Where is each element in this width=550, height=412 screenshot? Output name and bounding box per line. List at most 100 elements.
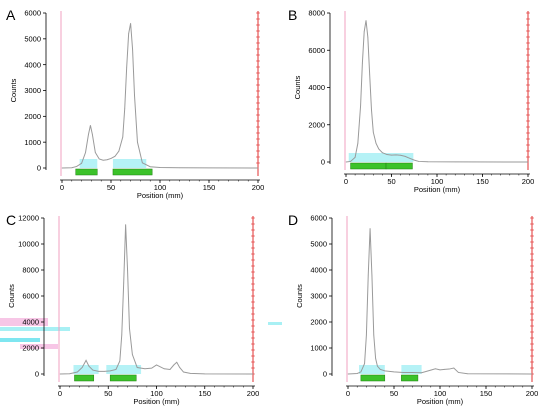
data-point-a-9 bbox=[98, 158, 100, 160]
data-point-d-0 bbox=[347, 373, 349, 375]
data-point-b-20 bbox=[409, 157, 411, 159]
y-tick-label-b-3: 6000 bbox=[308, 46, 325, 55]
data-point-a-4 bbox=[85, 152, 86, 153]
y-tick-label-c-4: 8000 bbox=[22, 266, 39, 275]
data-point-c-23 bbox=[169, 369, 171, 370]
data-point-d-15 bbox=[412, 372, 413, 373]
data-point-a-28 bbox=[257, 167, 259, 169]
data-point-c-1 bbox=[69, 373, 71, 375]
data-point-a-24 bbox=[149, 166, 151, 168]
x-tick-label-a-1: 50 bbox=[107, 183, 115, 192]
data-point-c-26 bbox=[179, 367, 181, 368]
y-tick-label-d-1: 1000 bbox=[310, 344, 327, 353]
baseline-region-b-0 bbox=[348, 153, 414, 162]
data-point-d-2 bbox=[360, 371, 362, 373]
data-point-c-14 bbox=[125, 224, 127, 225]
data-point-c-13 bbox=[123, 282, 125, 284]
baseline-region-a-1 bbox=[112, 159, 147, 168]
data-point-a-20 bbox=[132, 48, 133, 50]
y-tick-label-d-3: 3000 bbox=[310, 292, 327, 301]
x-tick-label-a-4: 200 bbox=[252, 183, 265, 192]
data-point-b-6 bbox=[363, 31, 365, 33]
data-point-b-21 bbox=[413, 159, 415, 161]
data-point-b-25 bbox=[527, 161, 529, 163]
x-tick-label-d-1: 50 bbox=[390, 389, 398, 398]
x-tick-label-a-3: 150 bbox=[203, 183, 216, 192]
data-point-c-4 bbox=[85, 359, 87, 361]
data-point-a-21 bbox=[134, 95, 135, 97]
data-point-c-17 bbox=[131, 354, 133, 355]
data-point-a-22 bbox=[137, 141, 138, 143]
data-point-b-8 bbox=[367, 36, 369, 38]
data-point-a-0 bbox=[61, 167, 63, 169]
data-point-a-17 bbox=[126, 66, 128, 68]
data-point-d-19 bbox=[439, 369, 441, 371]
green-bar-a-1 bbox=[112, 168, 153, 176]
data-point-b-11 bbox=[372, 131, 374, 133]
green-bar-b-1 bbox=[385, 162, 413, 170]
data-point-b-23 bbox=[427, 161, 429, 163]
data-point-a-5 bbox=[88, 134, 89, 135]
baseline-region-c-1 bbox=[106, 365, 142, 374]
green-bar-c-1 bbox=[109, 374, 137, 382]
x-tick-label-d-4: 200 bbox=[526, 389, 539, 398]
data-point-d-22 bbox=[453, 367, 455, 369]
x-axis-title-b: Position (mm) bbox=[414, 185, 461, 194]
y-tick-label-d-2: 2000 bbox=[310, 318, 327, 327]
x-tick-label-b-1: 50 bbox=[387, 177, 395, 186]
x-tick-label-d-0: 0 bbox=[346, 389, 350, 398]
data-point-b-0 bbox=[345, 161, 347, 163]
data-point-c-6 bbox=[92, 369, 94, 371]
data-point-c-28 bbox=[189, 372, 191, 374]
data-point-c-25 bbox=[176, 361, 178, 363]
data-point-d-6 bbox=[369, 228, 371, 229]
data-point-d-12 bbox=[384, 370, 386, 372]
baseline-region-a-0 bbox=[79, 159, 98, 168]
data-point-c-18 bbox=[136, 367, 138, 368]
data-point-a-27 bbox=[208, 167, 210, 169]
data-point-c-19 bbox=[144, 368, 146, 370]
data-point-b-17 bbox=[395, 154, 397, 156]
x-tick-label-c-4: 200 bbox=[247, 389, 260, 398]
y-tick-label-c-3: 6000 bbox=[22, 292, 39, 301]
data-point-d-18 bbox=[435, 368, 436, 370]
data-point-b-7 bbox=[365, 20, 367, 21]
y-tick-label-b-2: 4000 bbox=[308, 83, 325, 92]
data-point-b-15 bbox=[386, 154, 388, 155]
data-point-c-10 bbox=[115, 369, 117, 370]
x-tick-label-c-2: 100 bbox=[150, 389, 163, 398]
data-point-d-14 bbox=[402, 372, 404, 373]
plot-area-c: 0 2000 4000 6000 8000 10000 12000 0 50 100 150 200 P… bbox=[7, 214, 259, 406]
x-tick-label-a-0: 0 bbox=[60, 183, 64, 192]
x-axis-title-a: Position (mm) bbox=[137, 191, 184, 200]
data-point-c-16 bbox=[129, 328, 130, 329]
data-point-d-8 bbox=[373, 334, 375, 336]
data-point-a-6 bbox=[90, 124, 91, 126]
panel-letter-b: B bbox=[288, 7, 297, 23]
data-point-a-2 bbox=[76, 166, 78, 167]
data-point-c-3 bbox=[81, 367, 83, 368]
data-point-d-3 bbox=[364, 363, 365, 364]
y-tick-label-d-5: 5000 bbox=[310, 240, 327, 249]
data-point-a-12 bbox=[110, 158, 112, 159]
y-tick-label-a-1: 1000 bbox=[24, 138, 41, 147]
y-tick-label-a-0: 0 bbox=[37, 164, 41, 173]
y-tick-label-a-6: 6000 bbox=[24, 9, 41, 18]
data-point-a-7 bbox=[91, 134, 93, 135]
plot-area-a: 0 1000 2000 3000 4000 5000 6000 0 50 100 150 200 Pos… bbox=[9, 9, 264, 200]
data-point-a-19 bbox=[130, 22, 132, 24]
data-point-c-9 bbox=[109, 370, 111, 372]
data-point-c-5 bbox=[88, 365, 90, 367]
data-point-a-10 bbox=[102, 159, 104, 161]
green-bar-d-0 bbox=[360, 374, 386, 382]
data-point-b-9 bbox=[369, 74, 371, 75]
data-point-a-11 bbox=[106, 159, 108, 161]
plot-area-b: 0 2000 4000 6000 8000 0 50 100 150 200 Position (m… bbox=[293, 9, 534, 194]
x-tick-label-c-3: 150 bbox=[198, 389, 211, 398]
data-point-b-24 bbox=[454, 161, 456, 163]
green-bar-b-0 bbox=[350, 162, 387, 170]
data-point-c-29 bbox=[204, 373, 206, 375]
y-tick-label-a-4: 4000 bbox=[24, 60, 41, 69]
trace-line-a bbox=[61, 23, 259, 169]
y-tick-label-a-3: 3000 bbox=[24, 86, 41, 95]
